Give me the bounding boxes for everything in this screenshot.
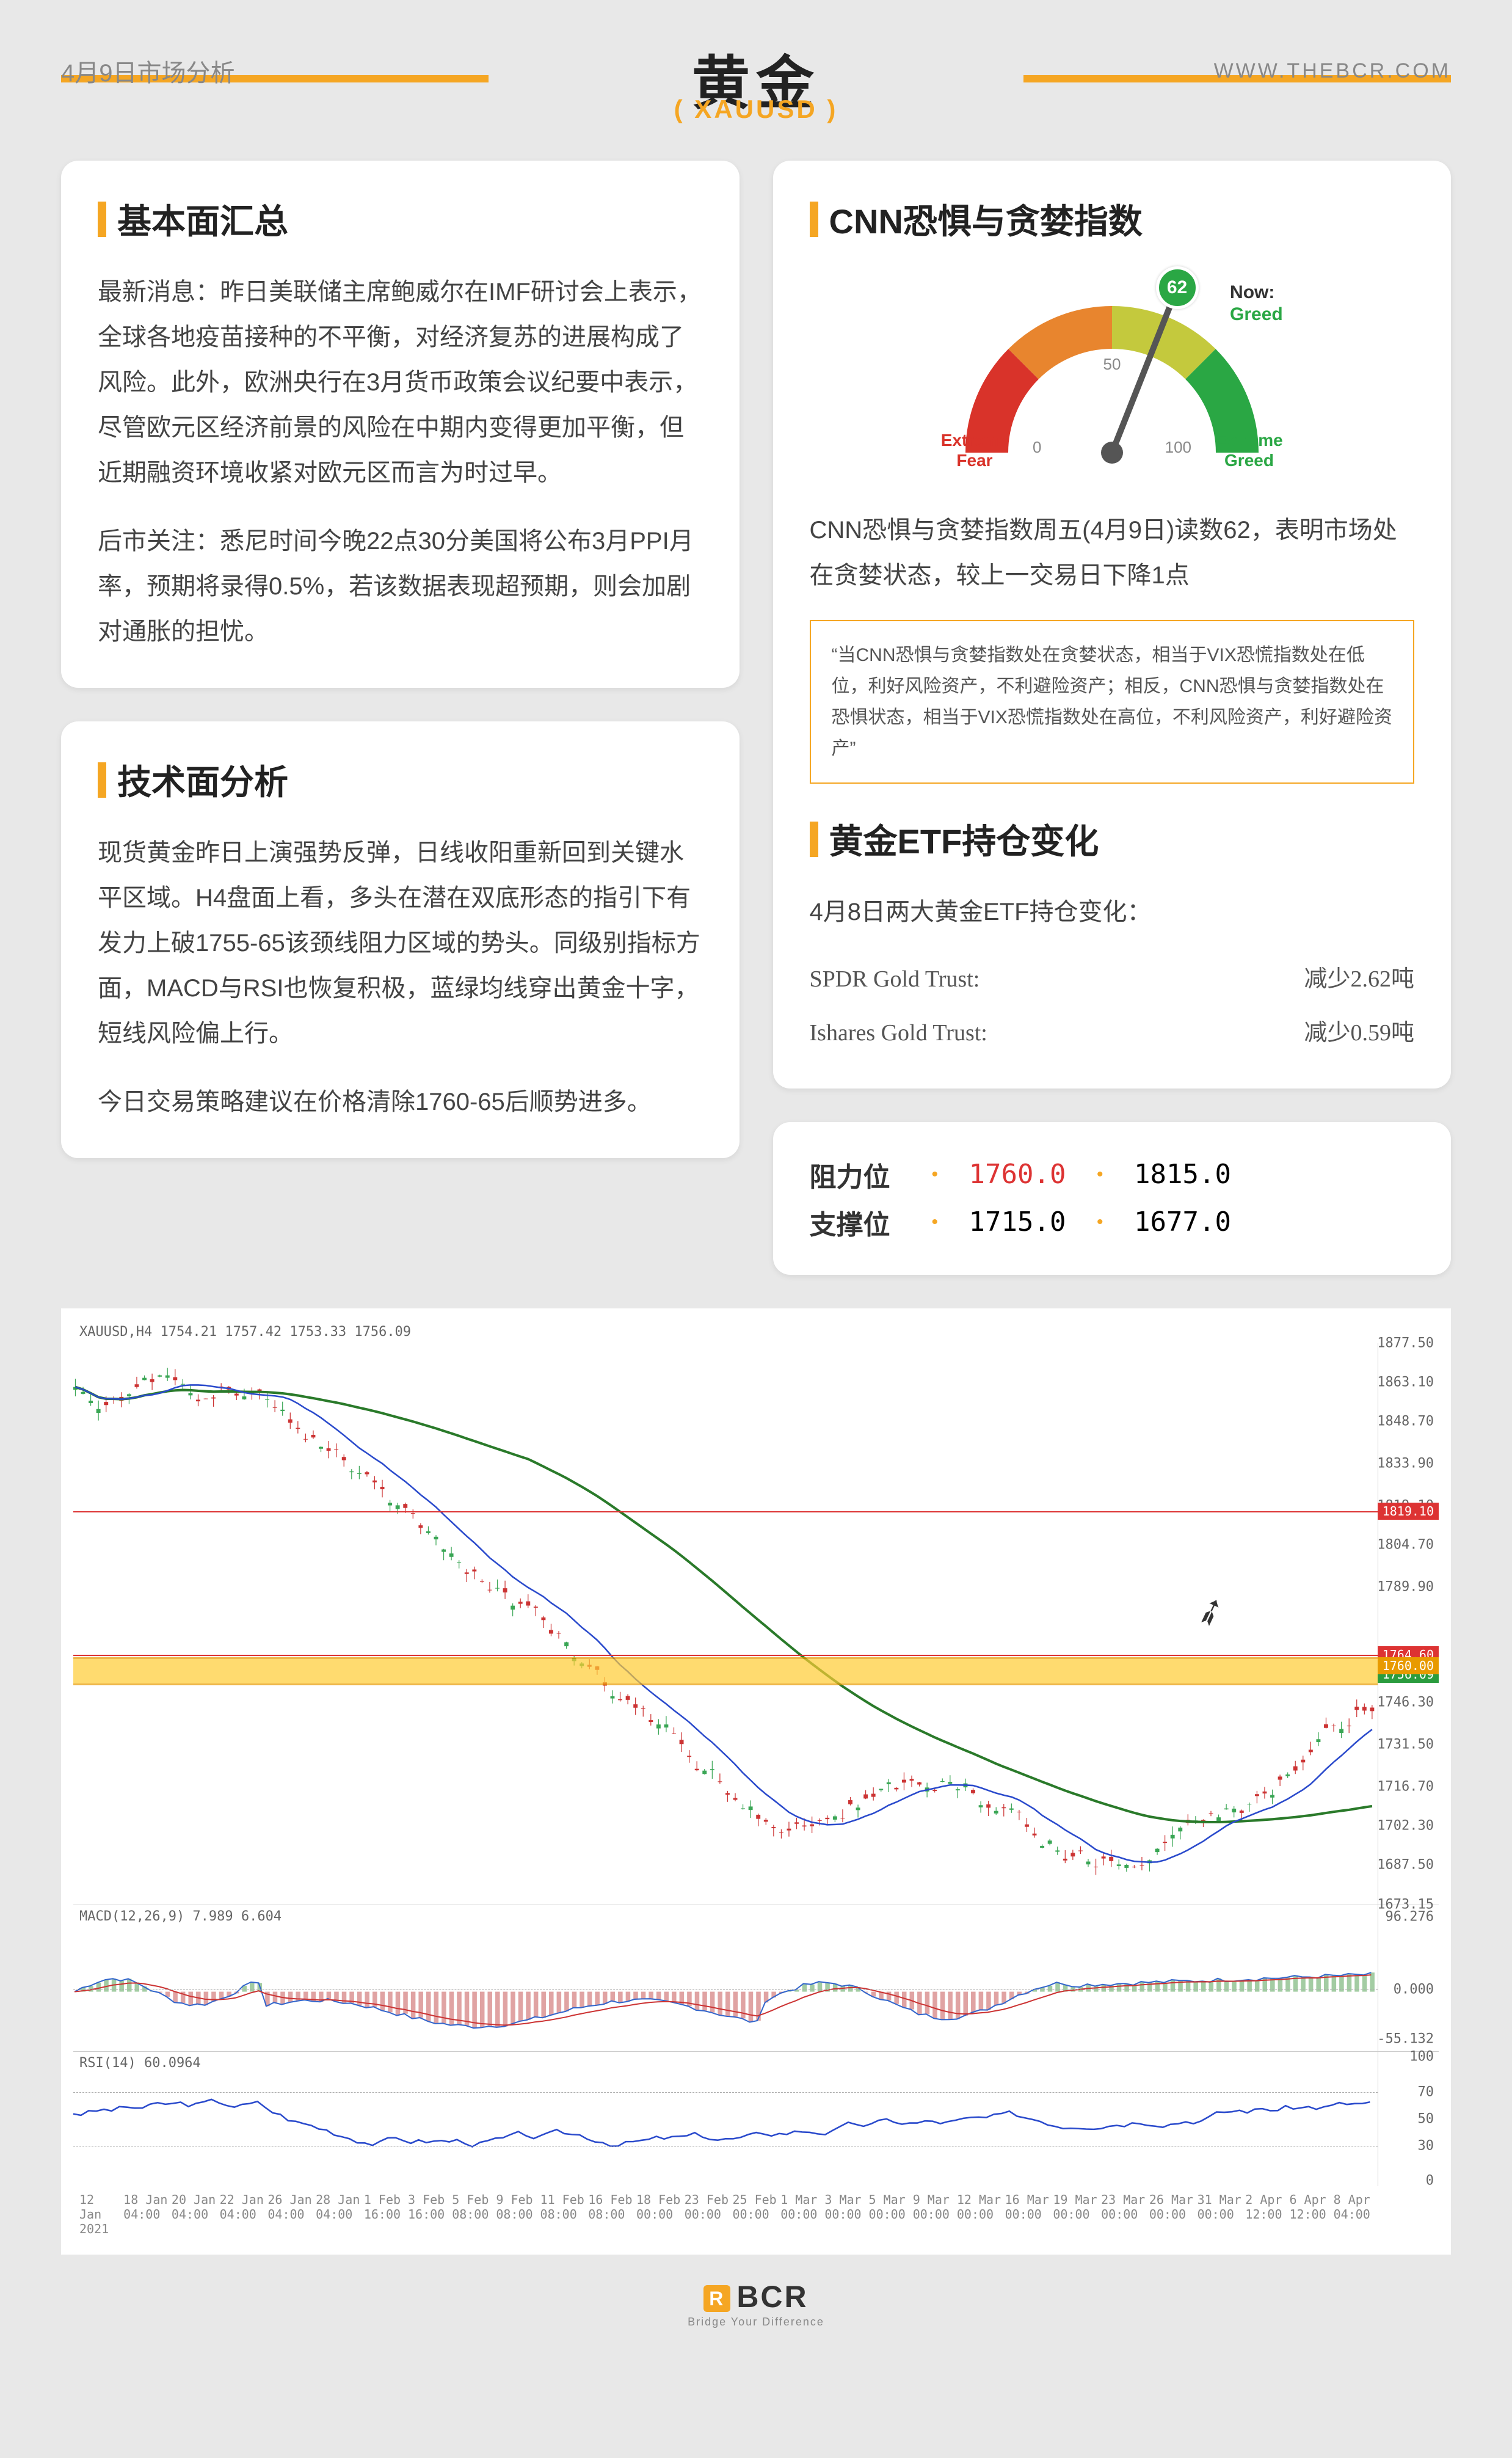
bullet-icon: • xyxy=(932,1164,939,1185)
symbol-label: ( XAUUSD ) xyxy=(61,95,1451,124)
gauge-greed-label: ExtremeGreed xyxy=(1215,430,1283,471)
rsi-panel: RSI(14) 60.0964 1007050300 xyxy=(73,2052,1439,2186)
support-row: 支撑位 • 1715.0 • 1677.0 xyxy=(810,1203,1415,1242)
chart-header: XAUUSD,H4 1754.21 1757.42 1753.33 1756.0… xyxy=(73,1321,1439,1343)
etf-intro: 4月8日两大黄金ETF持仓变化： xyxy=(810,889,1415,935)
svg-text:100: 100 xyxy=(1165,438,1191,456)
price-y-axis: 1877.501863.101848.701833.901819.101804.… xyxy=(1378,1343,1439,1905)
gauge-value-badge: 62 xyxy=(1156,266,1199,309)
technical-p1: 现货黄金昨日上演强势反弹，日线收阳重新回到关键水平区域。H4盘面上看，多头在潜在… xyxy=(98,830,703,1056)
gauge-now-label: Now: Greed xyxy=(1230,282,1283,326)
footer: RBCR Bridge Your Difference xyxy=(61,2279,1451,2329)
brand-tagline: Bridge Your Difference xyxy=(61,2316,1451,2329)
fear-greed-title: CNN恐惧与贪婪指数 xyxy=(829,194,1143,244)
technical-title: 技术面分析 xyxy=(117,755,288,804)
gauge-fear-label: ExtremeFear xyxy=(941,430,1009,471)
fear-greed-summary: CNN恐惧与贪婪指数周五(4月9日)读数62，表明市场处在贪婪状态，较上一交易日… xyxy=(810,508,1415,598)
bullet-icon: • xyxy=(1097,1212,1103,1233)
macd-panel: MACD(12,26,9) 7.989 6.604 96.2760.000-55… xyxy=(73,1905,1439,2052)
rsi-y-axis: 1007050300 xyxy=(1378,2052,1439,2186)
fundamentals-card: 基本面汇总 最新消息：昨日美联储主席鲍威尔在IMF研讨会上表示，全球各地疫苗接种… xyxy=(61,161,740,688)
technical-card: 技术面分析 现货黄金昨日上演强势反弹，日线收阳重新回到关键水平区域。H4盘面上看… xyxy=(61,721,740,1158)
fundamentals-p1: 最新消息：昨日美联储主席鲍威尔在IMF研讨会上表示，全球各地疫苗接种的不平衡，对… xyxy=(98,269,703,495)
support-1: 1715.0 xyxy=(956,1206,1078,1238)
title-accent-bar xyxy=(810,202,818,237)
brand-name: BCR xyxy=(736,2280,808,2314)
logo-icon: R xyxy=(703,2285,730,2312)
fear-greed-quote: “当CNN恐惧与贪婪指数处在贪婪状态，相当于VIX恐慌指数处在低位，利好风险资产… xyxy=(810,620,1415,784)
resistance-label: 阻力位 xyxy=(810,1155,914,1194)
bullet-icon: • xyxy=(932,1212,939,1233)
etf-value: 减少2.62吨 xyxy=(1304,958,1414,1001)
resistance-2: 1815.0 xyxy=(1122,1159,1244,1190)
etf-row: Ishares Gold Trust: 减少0.59吨 xyxy=(810,1012,1415,1054)
macd-y-axis: 96.2760.000-55.132 xyxy=(1378,1905,1439,2051)
etf-row: SPDR Gold Trust: 减少2.62吨 xyxy=(810,958,1415,1001)
title-accent-bar xyxy=(98,202,106,237)
support-2: 1677.0 xyxy=(1122,1206,1244,1238)
fear-greed-gauge: 0 50 100 ExtremeFear ExtremeGreed Now: Gre… xyxy=(904,269,1320,489)
header-accent-bar-left xyxy=(61,75,489,82)
fear-greed-card: CNN恐惧与贪婪指数 0 50 100 ExtremeFear ExtremeGre… xyxy=(773,161,1452,1089)
etf-name: SPDR Gold Trust: xyxy=(810,958,980,1001)
technical-p2: 今日交易策略建议在价格清除1760-65后顺势进多。 xyxy=(98,1079,703,1125)
header-accent-bar-right xyxy=(1023,75,1451,82)
fundamentals-p2: 后市关注：悉尼时间今晚22点30分美国将公布3月PPI月率，预期将录得0.5%，… xyxy=(98,519,703,654)
support-label: 支撑位 xyxy=(810,1203,914,1242)
fundamentals-title: 基本面汇总 xyxy=(117,194,288,244)
title-accent-bar xyxy=(98,762,106,798)
price-panel: ➶ 1877.501863.101848.701833.901819.10180… xyxy=(73,1343,1439,1905)
resistance-1: 1760.0 xyxy=(956,1159,1078,1190)
main-grid: 基本面汇总 最新消息：昨日美联储主席鲍威尔在IMF研讨会上表示，全球各地疫苗接种… xyxy=(61,161,1451,1275)
svg-text:50: 50 xyxy=(1103,355,1121,373)
svg-text:0: 0 xyxy=(1033,438,1041,456)
resistance-row: 阻力位 • 1760.0 • 1815.0 xyxy=(810,1155,1415,1194)
levels-card: 阻力位 • 1760.0 • 1815.0 支撑位 • 1715.0 • 167… xyxy=(773,1122,1452,1275)
etf-title: 黄金ETF持仓变化 xyxy=(829,814,1099,864)
title-accent-bar xyxy=(810,822,818,857)
etf-name: Ishares Gold Trust: xyxy=(810,1012,987,1054)
etf-value: 减少0.59吨 xyxy=(1304,1012,1414,1054)
bullet-icon: • xyxy=(1097,1164,1103,1185)
chart-area: XAUUSD,H4 1754.21 1757.42 1753.33 1756.0… xyxy=(61,1308,1451,2255)
chart-x-axis: 12 Jan 202118 Jan 04:0020 Jan 04:0022 Ja… xyxy=(73,2186,1439,2242)
